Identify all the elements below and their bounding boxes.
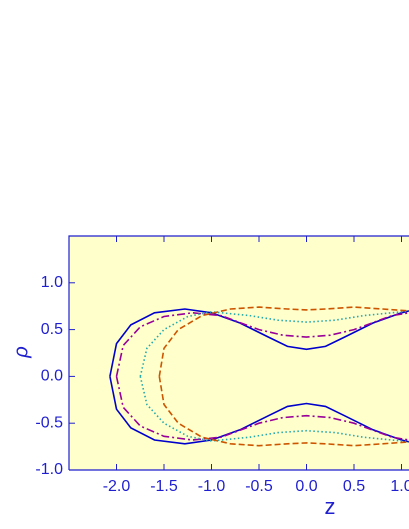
shape-curve — [158, 306, 409, 447]
plot-background — [69, 236, 409, 470]
shape-curve — [115, 311, 409, 441]
y-tick-label: -1.0 — [35, 461, 63, 478]
shape-curve — [139, 310, 409, 443]
x-tick-label: 1.0 — [390, 478, 409, 495]
shape-curve — [109, 308, 409, 445]
y-tick-label: 0.0 — [41, 368, 63, 385]
x-tick-label: -0.5 — [245, 478, 273, 495]
y-tick-label: 1.0 — [41, 274, 63, 291]
x-tick-label: 0.5 — [343, 478, 365, 495]
y-tick-label: -0.5 — [35, 414, 63, 431]
plot-frame — [68, 235, 409, 471]
y-tick-label: 0.5 — [41, 321, 63, 338]
x-tick-label: 0.0 — [295, 478, 317, 495]
x-axis-label: z — [325, 494, 336, 519]
x-tick-label: -1.5 — [150, 478, 178, 495]
x-tick-label: -1.0 — [198, 478, 226, 495]
x-tick-label: -2.0 — [103, 478, 131, 495]
y-axis-label: ρ — [10, 346, 32, 358]
